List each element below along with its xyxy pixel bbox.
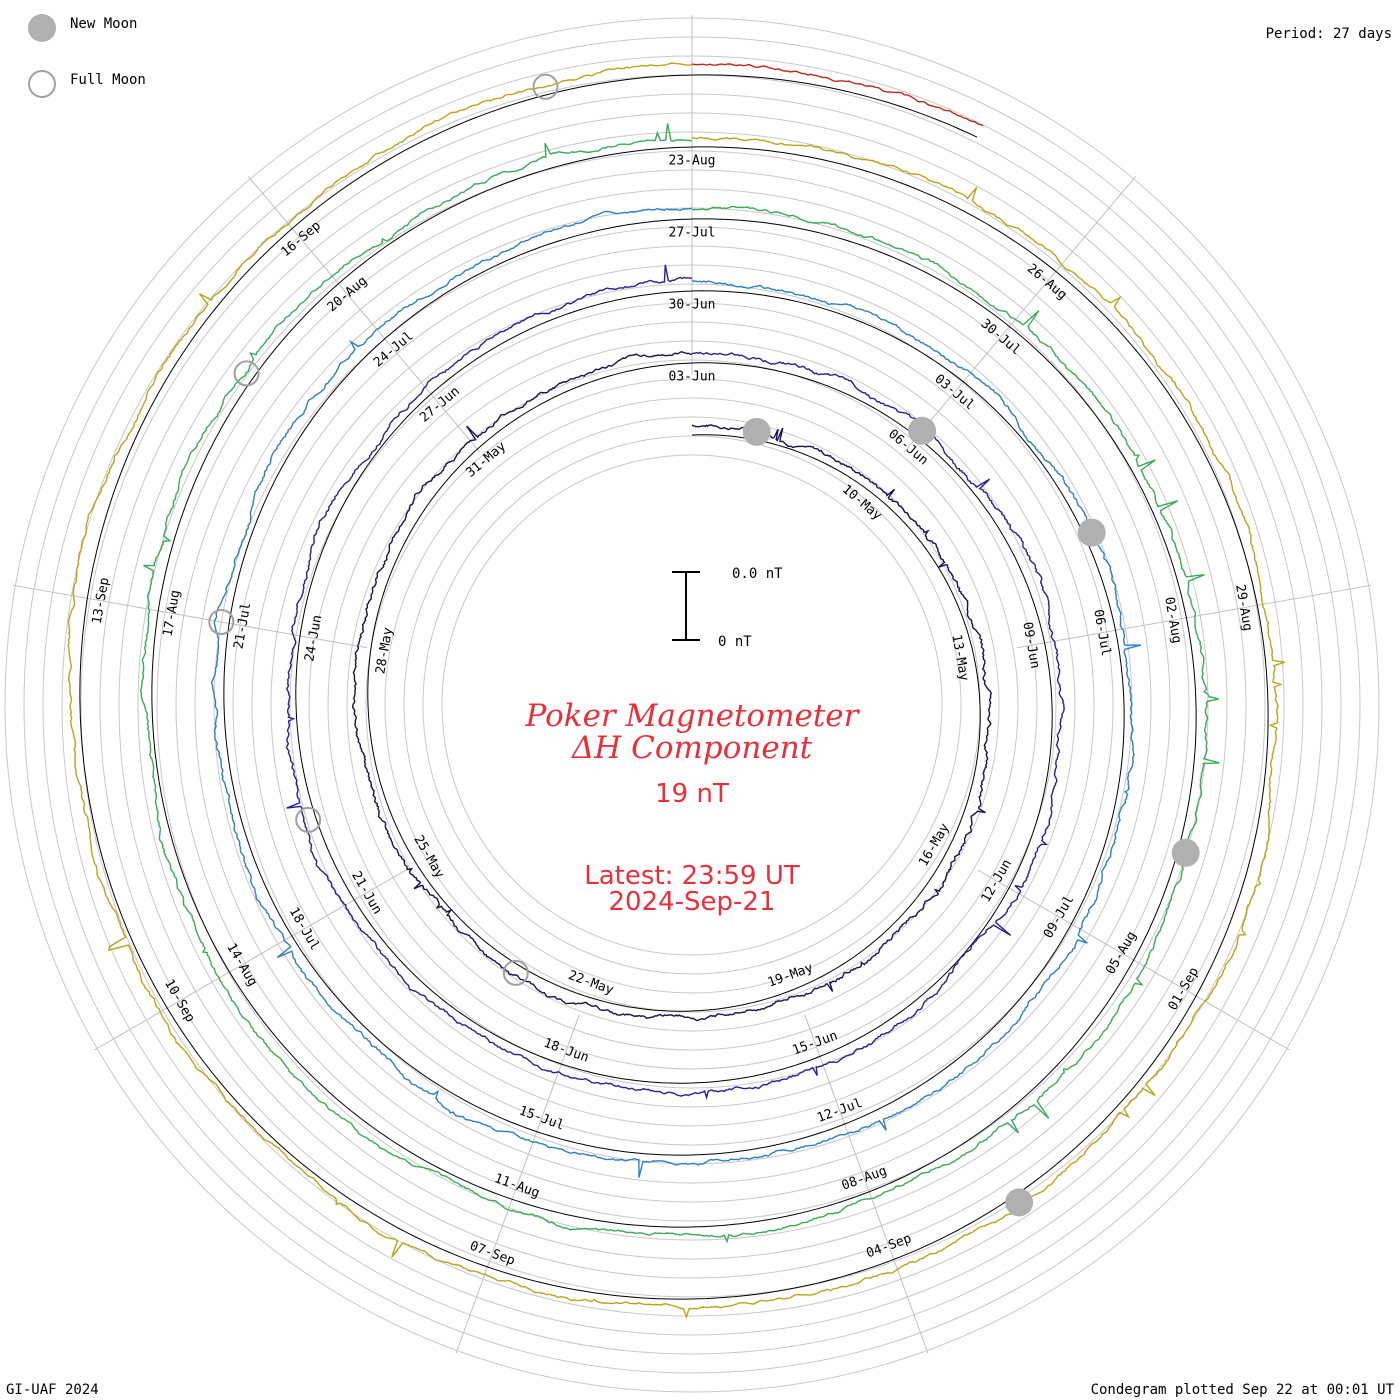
chart-title-line1: Poker Magnetometer bbox=[525, 698, 861, 734]
date-tick-label: 22-May bbox=[566, 968, 615, 998]
series-layer bbox=[67, 62, 1286, 1320]
date-tick-label: 12-Jun bbox=[979, 857, 1015, 905]
period-label: Period: 27 days bbox=[1266, 26, 1392, 42]
new-moon-marker bbox=[1171, 838, 1200, 867]
full-moon-marker bbox=[502, 959, 529, 986]
grid-ring bbox=[422, 435, 962, 975]
date-tick-label: 13-May bbox=[948, 633, 971, 682]
date-tick-label: 14-Aug bbox=[223, 941, 259, 989]
full-moon-label: Full Moon bbox=[70, 72, 146, 88]
date-tick-label: 11-Aug bbox=[492, 1171, 541, 1201]
grid-ring bbox=[441, 454, 943, 956]
series-trace bbox=[285, 264, 1065, 1101]
chart-title-line2: ΔH Component bbox=[571, 730, 813, 766]
grid-ring bbox=[384, 397, 1000, 1013]
plotted-label: Condegram plotted Sep 22 at 00:01 UT bbox=[1091, 1382, 1395, 1398]
baseline-spiral bbox=[691, 74, 978, 138]
date-tick-label: 29-Aug bbox=[1232, 583, 1255, 632]
new-moon-icon bbox=[28, 14, 56, 42]
new-moon-marker bbox=[1005, 1188, 1034, 1217]
latest-time: Latest: 23:59 UT bbox=[584, 861, 800, 891]
date-tick-label: 18-Jun bbox=[541, 1036, 590, 1066]
moon-layer bbox=[208, 73, 1200, 1217]
date-tick-label: 01-Sep bbox=[1166, 965, 1203, 1013]
full-moon-marker bbox=[208, 609, 235, 635]
full-moon-marker bbox=[532, 73, 559, 100]
latest-date: 2024-Sep-21 bbox=[608, 887, 775, 917]
scale-bar-top-label: 0.0 nT bbox=[732, 566, 783, 582]
grid-spoke bbox=[903, 176, 1136, 453]
date-tick-label: 19-May bbox=[766, 960, 815, 990]
date-tick-label: 30-Jun bbox=[669, 298, 716, 313]
series-trace bbox=[139, 123, 1220, 1244]
scale-bar-bottom-label: 0 nT bbox=[718, 634, 752, 650]
new-moon-label: New Moon bbox=[70, 16, 137, 32]
date-tick-label: 09-Jun bbox=[1019, 621, 1042, 670]
date-tick-label: 20-Aug bbox=[325, 274, 371, 316]
grid-ring bbox=[365, 378, 1019, 1032]
grid-spoke bbox=[804, 1014, 929, 1354]
date-tick-label: 24-Jun bbox=[302, 614, 325, 663]
baseline-spiral bbox=[79, 74, 1269, 1300]
date-tick-label: 03-Jun bbox=[669, 370, 716, 385]
baseline-spiral bbox=[367, 362, 981, 1012]
date-tick-label: 21-Jul bbox=[231, 601, 254, 650]
legend: New Moon Full Moon bbox=[28, 14, 146, 98]
date-tick-label: 23-Aug bbox=[669, 154, 716, 169]
date-tick-label: 28-May bbox=[373, 626, 396, 675]
date-tick-label: 21-Jun bbox=[348, 869, 384, 917]
series-trace bbox=[211, 207, 1141, 1178]
date-tick-label: 15-Jul bbox=[517, 1103, 566, 1133]
new-moon-marker bbox=[1077, 518, 1106, 547]
date-tick-label: 24-Jul bbox=[371, 329, 417, 371]
new-moon-marker bbox=[742, 417, 771, 446]
scale-bar: 0.0 nT 0 nT bbox=[672, 566, 783, 650]
date-tick-label: 17-Aug bbox=[161, 589, 184, 638]
scale-value: 19 nT bbox=[655, 779, 729, 809]
series-trace bbox=[67, 62, 1286, 1320]
new-moon-marker bbox=[908, 416, 937, 445]
baseline-spiral bbox=[223, 218, 1125, 1156]
date-tick-label: 12-Jul bbox=[815, 1096, 864, 1126]
date-tick-label: 03-Jul bbox=[931, 372, 977, 414]
date-tick-label: 07-Sep bbox=[468, 1239, 517, 1269]
full-moon-icon bbox=[28, 70, 56, 98]
date-tick-label: 15-Jun bbox=[790, 1028, 839, 1058]
credit-label: GI-UAF 2024 bbox=[6, 1382, 99, 1398]
date-tick-label: 09-Jul bbox=[1041, 893, 1077, 941]
baseline-spiral bbox=[151, 146, 1197, 1228]
date-tick-label: 25-May bbox=[410, 833, 447, 881]
baseline-spiral bbox=[295, 290, 1053, 1084]
date-tick-label: 06-Jul bbox=[1090, 608, 1113, 657]
full-moon-marker bbox=[233, 360, 260, 387]
full-moon-marker bbox=[295, 806, 322, 833]
series-trace bbox=[691, 63, 984, 127]
date-tick-label: 08-Aug bbox=[840, 1164, 889, 1194]
date-tick-label: 02-Aug bbox=[1161, 596, 1184, 645]
grid-spoke bbox=[12, 584, 368, 649]
date-tick-label: 31-May bbox=[463, 439, 509, 481]
series-trace bbox=[351, 351, 992, 1022]
grid-spoke bbox=[248, 176, 481, 453]
date-tick-label: 27-Jul bbox=[669, 226, 716, 241]
